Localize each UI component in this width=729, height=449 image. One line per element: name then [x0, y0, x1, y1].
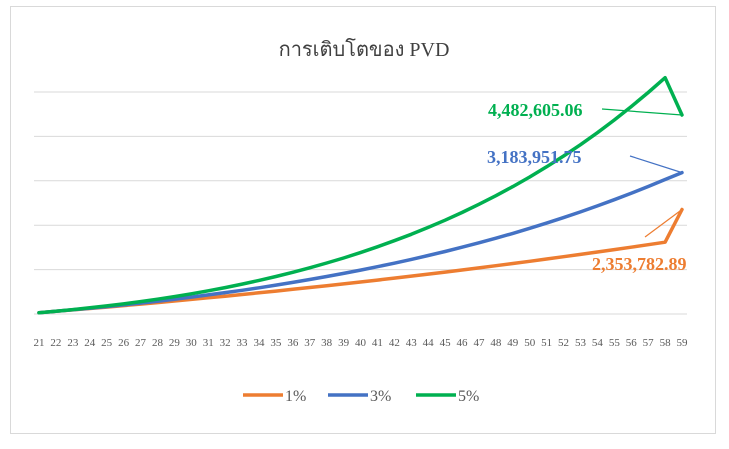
x-tick-label: 57	[643, 337, 655, 349]
x-tick-label: 42	[389, 337, 400, 349]
x-tick-label: 45	[440, 337, 452, 349]
x-tick-label: 43	[406, 337, 418, 349]
chart-title: การเติบโตของ PVD	[279, 38, 450, 61]
x-tick-label: 35	[270, 337, 282, 349]
x-tick-label: 41	[372, 337, 383, 349]
x-tick-label: 36	[287, 337, 299, 349]
x-tick-label: 50	[524, 337, 536, 349]
x-tick-label: 39	[338, 337, 350, 349]
x-tick-label: 55	[609, 337, 621, 349]
series-lines	[37, 75, 684, 315]
x-tick-label: 23	[67, 337, 79, 349]
end-labels: 2,353,782.89 3,183,951.75 4,482,605.06	[487, 100, 687, 274]
x-tick-label: 24	[84, 337, 96, 349]
end-data-label: 3,183,951.75	[487, 147, 582, 167]
x-tick-label: 26	[118, 337, 130, 349]
x-axis-ticks: 21 22 23 24 25 26 27 28 29 30 31 32 33 34 35 36 37 38 39 40…	[34, 337, 689, 349]
x-tick-label: 54	[592, 337, 604, 349]
chart-frame	[10, 6, 716, 434]
leader-line	[601, 108, 683, 116]
x-tick-label: 31	[203, 337, 214, 349]
gridlines	[34, 91, 687, 315]
leader-line	[644, 209, 683, 238]
legend-label: 5%	[458, 388, 479, 405]
x-tick-label: 58	[660, 337, 672, 349]
x-tick-label: 52	[558, 337, 569, 349]
legend-label: 3%	[370, 388, 391, 405]
x-tick-label: 56	[626, 337, 638, 349]
label-leader-lines	[601, 108, 683, 238]
x-tick-label: 21	[34, 337, 45, 349]
leader-line	[629, 155, 683, 174]
x-tick-label: 40	[355, 337, 367, 349]
x-tick-label: 32	[220, 337, 231, 349]
x-tick-label: 30	[186, 337, 198, 349]
legend: 1% 3% 5%	[243, 388, 479, 405]
end-data-label: 4,482,605.06	[488, 100, 583, 120]
series-line-3pct	[37, 170, 684, 315]
x-tick-label: 28	[152, 337, 164, 349]
end-data-label: 2,353,782.89	[592, 254, 687, 274]
x-tick-label: 25	[101, 337, 113, 349]
x-tick-label: 27	[135, 337, 147, 349]
x-tick-label: 49	[507, 337, 519, 349]
series-line-5pct	[37, 75, 684, 315]
x-tick-label: 29	[169, 337, 181, 349]
x-tick-label: 46	[457, 337, 469, 349]
x-tick-label: 33	[237, 337, 249, 349]
x-tick-label: 34	[253, 337, 265, 349]
x-tick-label: 53	[575, 337, 587, 349]
legend-label: 1%	[285, 388, 306, 405]
x-tick-label: 48	[490, 337, 502, 349]
x-tick-label: 47	[473, 337, 485, 349]
x-tick-label: 38	[321, 337, 333, 349]
x-tick-label: 22	[50, 337, 61, 349]
x-tick-label: 59	[677, 337, 689, 349]
x-tick-label: 51	[541, 337, 552, 349]
x-tick-label: 44	[423, 337, 435, 349]
x-tick-label: 37	[304, 337, 316, 349]
